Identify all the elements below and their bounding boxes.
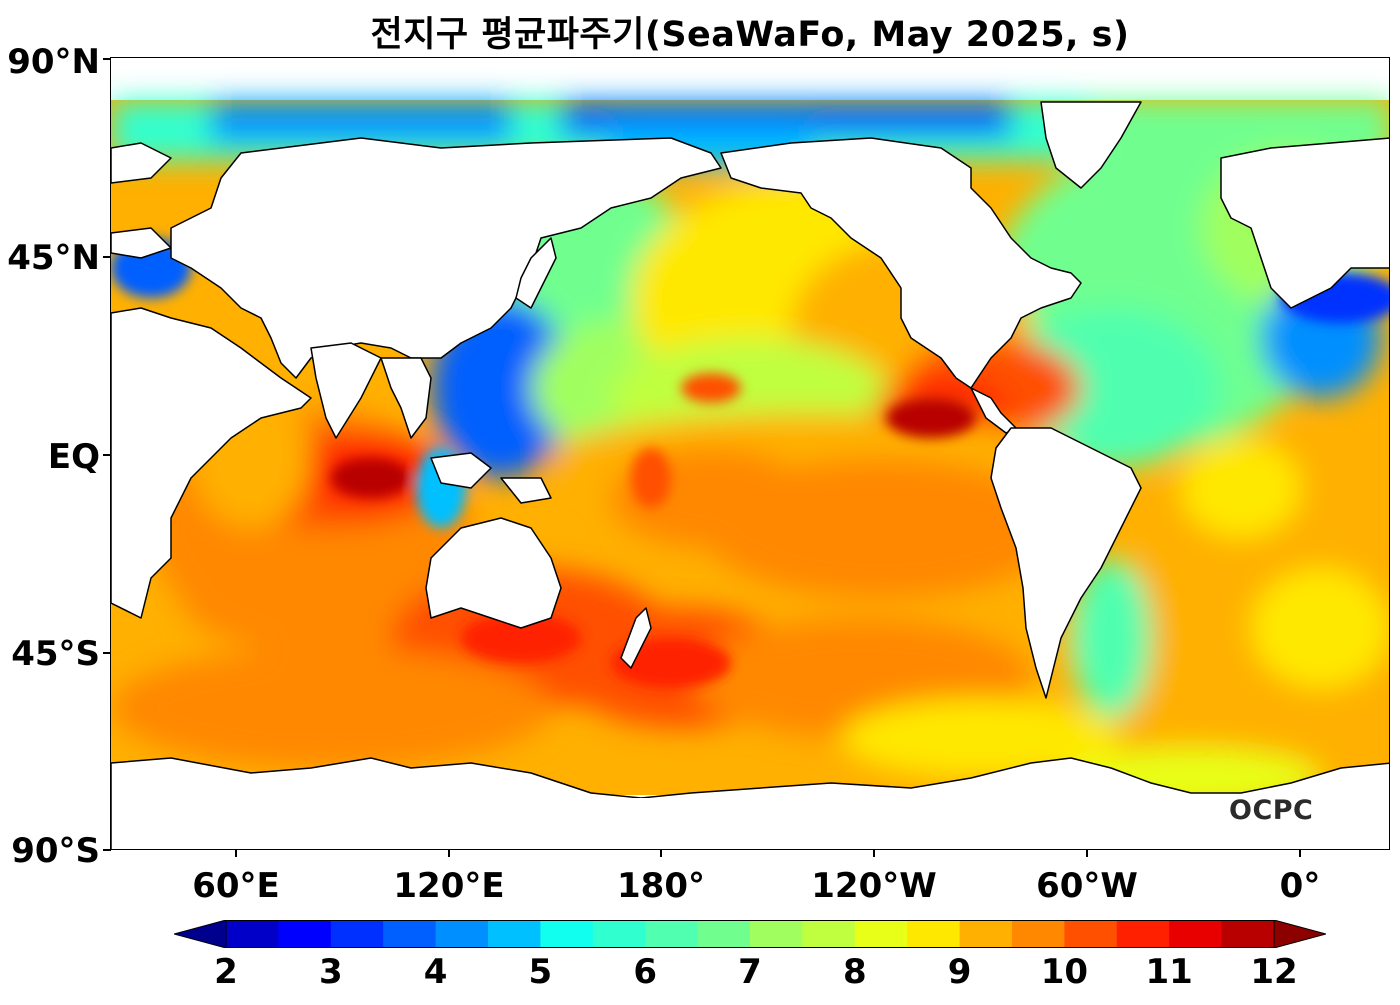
land-australia [425, 517, 562, 629]
colorbar-bin [488, 920, 541, 948]
colorbar-bin [1116, 920, 1170, 948]
y-tick [103, 652, 111, 654]
x-tick [1086, 849, 1088, 857]
colorbar-bin [750, 920, 803, 948]
ocpc-logo: OCPC [1229, 795, 1314, 826]
colorbar-tick-label: 12 [1250, 952, 1298, 992]
wave-period-field [111, 100, 1389, 849]
y-tick [103, 256, 111, 258]
colorbar-tick-label: 5 [528, 952, 553, 992]
land-japan [515, 237, 557, 309]
map-title: 전지구 평균파주기(SeaWaFo, May 2025, s) [370, 15, 1130, 55]
colorbar-under-triangle [172, 919, 227, 949]
colorbar-tick-label: 8 [842, 952, 867, 992]
x-tick-label-60e: 60°E [192, 866, 280, 906]
map-panel [110, 57, 1390, 850]
colorbar-tick-label: 9 [947, 952, 972, 992]
x-tick-label-180: 180° [617, 866, 705, 906]
colorbar-bin [278, 920, 332, 948]
colorbar-tick-label: 3 [318, 952, 343, 992]
land-europe [1220, 137, 1389, 309]
colorbar-bin [1012, 920, 1065, 948]
colorbar-tick-label: 4 [423, 952, 448, 992]
colorbar-tick-label: 7 [738, 952, 762, 992]
colorbar-bin [540, 920, 594, 948]
x-tick [235, 849, 237, 857]
y-tick [103, 454, 111, 456]
land-new-zealand [620, 607, 652, 669]
colorbar-over-triangle [1273, 919, 1328, 949]
colorbar [172, 919, 1328, 949]
colorbar-bin [907, 920, 961, 948]
antarctic-ice-edge [601, 798, 1001, 849]
colorbar-bin [1221, 920, 1275, 948]
colorbar-tick-label: 10 [1040, 952, 1089, 992]
colorbar-tick-label: 2 [214, 952, 238, 992]
land-eurasia [170, 137, 722, 379]
x-tick [448, 849, 450, 857]
colorbar-bin [1064, 920, 1118, 948]
y-tick-label-90s: 90°S [11, 831, 100, 871]
land-india [310, 342, 382, 439]
land-indonesia [430, 452, 552, 504]
land-se-asia [380, 357, 432, 439]
ocean-field [111, 100, 1389, 808]
colorbar-svg [172, 919, 1328, 949]
colorbar-tick-label: 6 [633, 952, 658, 992]
colorbar-bin [383, 920, 437, 948]
x-tick-label-120e: 120°E [393, 866, 505, 906]
colorbar-tick-label: 11 [1145, 952, 1193, 992]
colorbar-bin [697, 920, 751, 948]
colorbar-bin [802, 920, 856, 948]
colorbar-bin [226, 920, 279, 948]
y-tick [103, 58, 111, 60]
x-tick [873, 849, 875, 857]
x-tick [1299, 849, 1301, 857]
y-tick-label-eq: EQ [47, 437, 100, 477]
y-tick-label-45s: 45°S [11, 634, 100, 674]
y-tick-label-90n: 90°N [7, 42, 100, 82]
x-tick-label-60w: 60°W [1036, 866, 1138, 906]
colorbar-bin [592, 920, 646, 948]
colorbar-bin [435, 920, 489, 948]
x-tick [660, 849, 662, 857]
land-north-america [720, 137, 1082, 389]
x-tick-label-120w: 120°W [811, 866, 937, 906]
land-greenland [1040, 101, 1142, 189]
colorbar-bin [645, 920, 699, 948]
colorbar-bin [1169, 920, 1223, 948]
y-tick [103, 849, 111, 851]
colorbar-outline [225, 920, 1275, 948]
x-tick-label-0: 0° [1279, 866, 1321, 906]
y-tick-label-45n: 45°N [7, 238, 100, 278]
colorbar-bin [854, 920, 908, 948]
colorbar-bin [959, 920, 1013, 948]
land-south-america [990, 427, 1142, 699]
colorbar-bin [330, 920, 384, 948]
land-africa-arabia [111, 142, 312, 619]
